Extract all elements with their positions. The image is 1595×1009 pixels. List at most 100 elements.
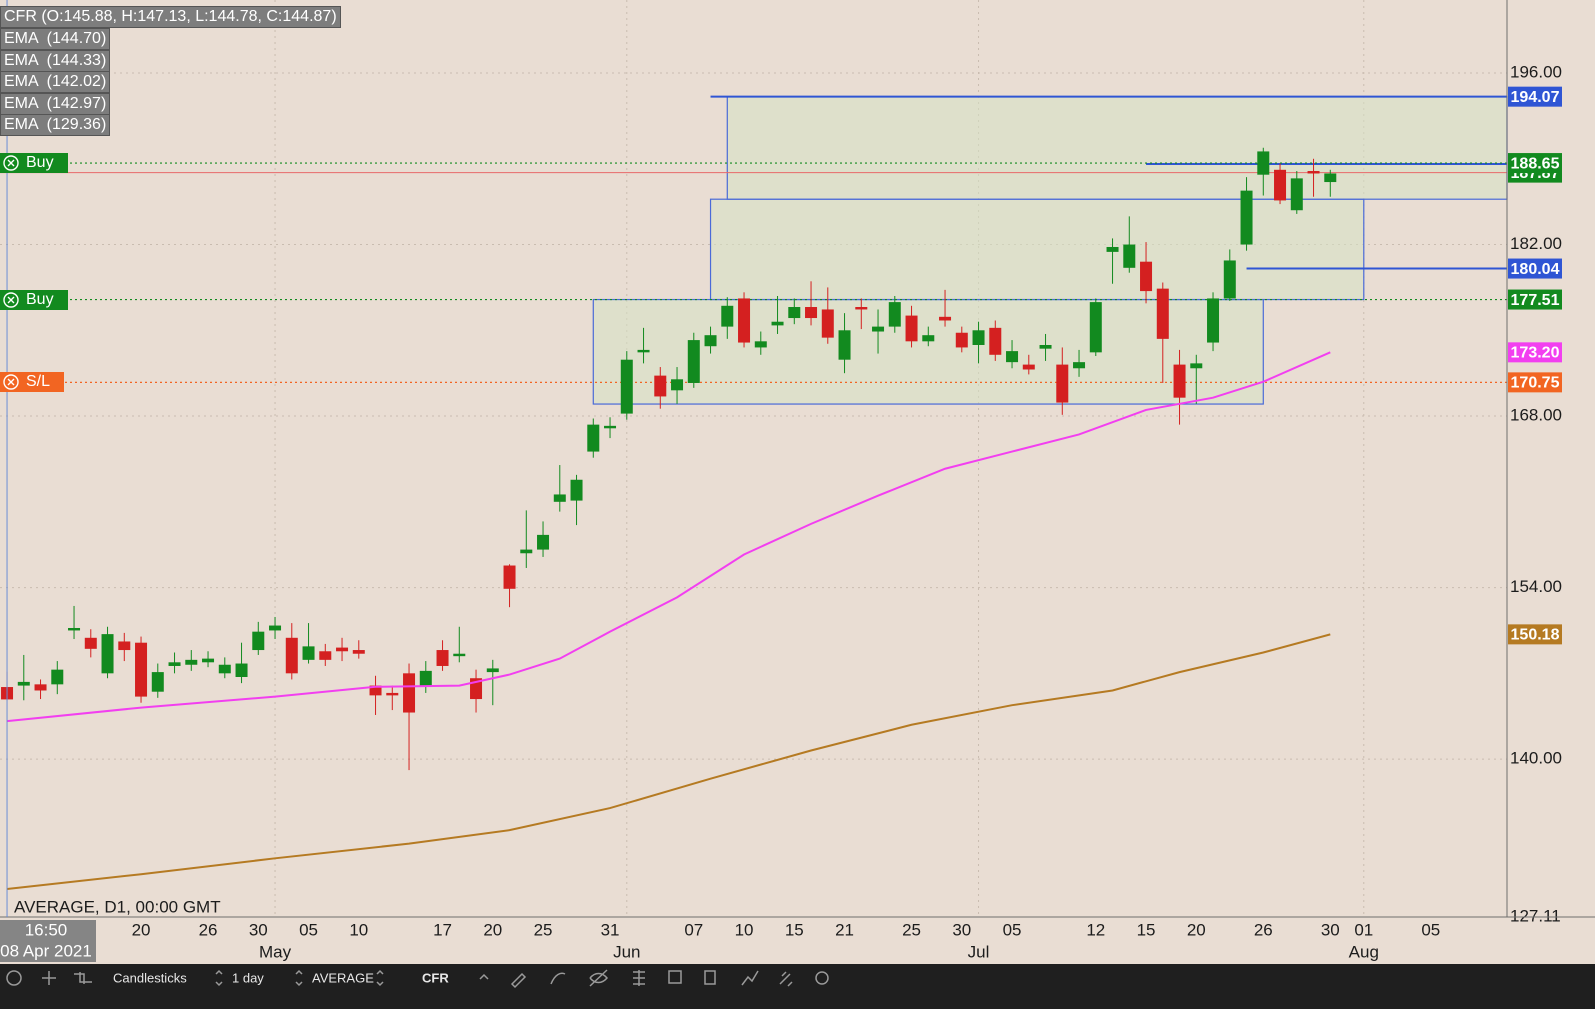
crosshair-icon[interactable] <box>42 971 56 985</box>
candle-body <box>252 631 265 651</box>
crop-icon[interactable] <box>74 972 92 984</box>
close-icon[interactable] <box>2 373 20 391</box>
candle-body <box>1307 171 1320 174</box>
candle-body <box>604 425 617 429</box>
candle-body <box>855 307 868 310</box>
close-icon[interactable] <box>2 291 20 309</box>
info-icon[interactable] <box>6 970 22 986</box>
candle-body <box>805 307 818 319</box>
zone <box>726 96 1508 200</box>
order-tag[interactable]: S/L <box>0 372 64 393</box>
candle-body <box>1223 260 1236 299</box>
candle-body <box>654 375 667 397</box>
candle-body <box>570 479 583 501</box>
x-tick-label: 05 <box>1421 920 1440 939</box>
settings-icon[interactable] <box>815 971 829 985</box>
chart-info: AVERAGE, D1, 00:00 GMT <box>14 897 221 916</box>
candle-body <box>269 625 282 631</box>
symbol-select[interactable]: CFR <box>422 970 449 985</box>
candle-body <box>838 330 851 360</box>
price-badge-label: 194.07 <box>1511 89 1560 106</box>
candle-body <box>704 335 717 347</box>
order-tag-label: Buy <box>26 154 54 172</box>
candle-body <box>1089 302 1102 353</box>
close-icon[interactable] <box>2 154 20 172</box>
candle-body <box>352 650 365 654</box>
candle-body <box>1106 246 1119 252</box>
order-tag-label: S/L <box>26 373 51 391</box>
price-badge-label: 150.18 <box>1511 627 1560 644</box>
x-tick-label: 15 <box>785 920 804 939</box>
x-tick-label: 17 <box>433 920 452 939</box>
ema-line <box>6 633 1331 890</box>
price-badge <box>1508 86 1562 107</box>
candle-body <box>101 634 114 674</box>
candle-body <box>620 359 633 414</box>
indicator-label: EMA (144.33) <box>0 49 111 72</box>
candle-body <box>285 637 298 674</box>
zone <box>709 198 1365 301</box>
candle-body <box>738 298 751 343</box>
candle-body <box>537 534 550 550</box>
candle-body <box>989 327 1002 355</box>
doc-icon[interactable] <box>704 970 716 985</box>
candle-body <box>754 341 767 348</box>
candle-body <box>403 673 416 713</box>
candle-body <box>788 307 801 319</box>
x-tick-label: 26 <box>1254 920 1273 939</box>
candle-body <box>1006 351 1019 363</box>
candle-body <box>84 637 97 649</box>
x-tick-label: 31 <box>601 920 620 939</box>
hide-icon[interactable] <box>589 969 608 987</box>
cursor-date: 08 Apr 2021 <box>0 941 92 960</box>
candle-body <box>955 332 968 348</box>
candle-body <box>972 330 985 345</box>
link-icon[interactable] <box>779 971 793 987</box>
candle-body <box>1190 363 1203 369</box>
y-tick-label: 140.00 <box>1510 749 1562 768</box>
x-tick-label: 15 <box>1137 920 1156 939</box>
x-tick-label: 30 <box>952 920 971 939</box>
grid-icon[interactable] <box>668 970 682 984</box>
candle-body <box>771 321 784 326</box>
y-tick-label: 154.00 <box>1510 577 1562 596</box>
candle-body <box>151 672 164 692</box>
ema-line <box>6 351 1331 723</box>
chart-type-select[interactable]: Candlesticks <box>113 970 187 985</box>
list-icon[interactable] <box>633 970 645 986</box>
x-tick-label: 30 <box>1321 920 1340 939</box>
toolbar <box>0 964 1595 1009</box>
price-type-select[interactable]: AVERAGE <box>312 970 374 985</box>
price-badge-label: 170.75 <box>1511 375 1560 392</box>
chart-icon[interactable] <box>741 970 759 986</box>
candle-body <box>135 642 148 697</box>
x-tick-label: 20 <box>483 920 502 939</box>
pen-icon[interactable] <box>510 972 527 989</box>
price-badge-label: 177.51 <box>1511 292 1560 309</box>
x-tick-label: 21 <box>835 920 854 939</box>
order-tag-label: Buy <box>26 290 54 308</box>
candle-body <box>587 424 600 452</box>
candle-body <box>34 684 47 691</box>
candle-body <box>1156 288 1169 339</box>
x-tick-label: 05 <box>1003 920 1022 939</box>
candle-body <box>888 302 901 327</box>
x-tick-label: 07 <box>684 920 703 939</box>
month-label: Aug <box>1349 942 1379 961</box>
price-badge-label: 188.65 <box>1511 155 1560 172</box>
price-badge <box>1508 624 1562 645</box>
candle-body <box>436 650 449 666</box>
month-label: Jul <box>968 942 990 961</box>
interval-select[interactable]: 1 day <box>232 970 264 985</box>
month-label: May <box>259 942 292 961</box>
y-tick-label: 127.11 <box>1510 906 1561 925</box>
order-tag[interactable]: Buy <box>0 289 68 310</box>
y-tick-label: 182.00 <box>1510 234 1562 253</box>
candle-body <box>905 315 918 342</box>
candle-body <box>671 379 684 391</box>
brush-icon[interactable] <box>550 972 566 985</box>
symbol-ohlc: CFR (O:145.88, H:147.13, L:144.78, C:144… <box>0 6 341 28</box>
order-tag[interactable]: Buy <box>0 153 68 174</box>
cursor-time: 16:50 <box>25 920 68 939</box>
